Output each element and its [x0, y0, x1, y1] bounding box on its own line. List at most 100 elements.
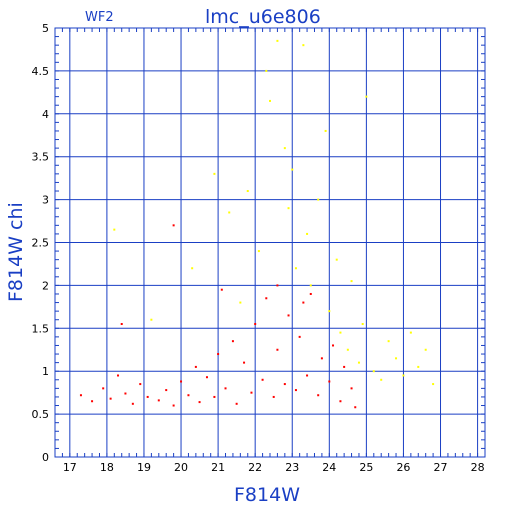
data-point — [117, 374, 120, 377]
data-point — [339, 331, 342, 334]
data-point — [309, 292, 312, 295]
data-point — [306, 232, 309, 235]
data-point — [409, 331, 412, 334]
data-point — [291, 168, 294, 171]
data-point — [194, 365, 197, 368]
data-point — [324, 129, 327, 132]
data-point — [306, 374, 309, 377]
data-point — [102, 387, 105, 390]
data-point — [317, 394, 320, 397]
data-point — [269, 99, 271, 102]
y-tick-label: 1.5 — [32, 322, 50, 335]
data-points — [79, 39, 435, 409]
data-point — [157, 399, 160, 402]
y-tick-label: 3 — [42, 194, 49, 207]
x-tick-label: 21 — [211, 461, 225, 474]
x-tick-label: 23 — [285, 461, 299, 474]
grid — [54, 27, 486, 458]
data-point — [276, 348, 279, 351]
data-point — [265, 297, 268, 300]
data-point — [350, 387, 353, 390]
data-point — [220, 288, 223, 291]
data-point — [139, 383, 142, 386]
data-point — [317, 198, 320, 201]
y-tick-label: 4.5 — [32, 65, 50, 78]
data-point — [205, 376, 208, 379]
data-point — [231, 340, 234, 343]
data-point — [357, 361, 360, 364]
data-point — [283, 383, 286, 386]
data-point — [172, 404, 175, 407]
data-point — [250, 391, 253, 394]
data-point — [165, 389, 168, 392]
data-point — [198, 401, 201, 404]
y-tick-labels: 0 0.5 1 1.5 2 2.5 3 3.5 4 4.5 5 — [32, 22, 50, 464]
x-tick-label: 24 — [322, 461, 336, 474]
data-point — [150, 318, 153, 321]
y-tick-label: 2 — [42, 279, 49, 292]
data-point — [432, 383, 435, 386]
data-point — [113, 228, 116, 231]
x-tick-label: 27 — [434, 461, 448, 474]
data-point — [120, 323, 123, 326]
data-point — [283, 147, 286, 150]
data-point — [257, 250, 260, 253]
data-point — [328, 380, 331, 383]
data-point — [246, 190, 249, 193]
data-point — [302, 301, 305, 304]
data-point — [261, 378, 264, 381]
data-point — [365, 95, 368, 98]
x-tick-label: 17 — [63, 461, 77, 474]
x-axis-label: F814W — [234, 484, 300, 506]
chart-title: lmc_u6e806 — [205, 6, 321, 28]
data-point — [294, 389, 297, 392]
data-point — [395, 357, 398, 360]
data-point — [180, 380, 183, 383]
data-point — [372, 370, 375, 373]
x-tick-label: 19 — [137, 461, 151, 474]
data-point — [402, 374, 405, 377]
data-point — [417, 365, 420, 368]
x-tick-label: 20 — [174, 461, 188, 474]
data-point — [235, 402, 238, 405]
x-tick-label: 22 — [248, 461, 262, 474]
data-point — [287, 207, 290, 210]
data-point — [294, 267, 297, 270]
data-point — [265, 69, 268, 72]
x-tick-labels: 17 18 19 20 21 22 23 24 25 26 27 28 — [63, 461, 485, 474]
data-point — [109, 397, 112, 400]
data-point — [298, 335, 301, 338]
data-point — [320, 357, 323, 360]
data-point — [346, 348, 349, 351]
data-point — [361, 323, 364, 326]
data-point — [217, 353, 220, 356]
plot-frame — [54, 27, 486, 458]
data-point — [124, 392, 127, 395]
data-point — [91, 400, 94, 403]
data-point — [387, 340, 390, 343]
data-point — [309, 284, 312, 287]
data-point — [276, 39, 279, 42]
data-point — [146, 395, 149, 398]
chart-subtitle: WF2 — [85, 10, 114, 25]
data-point — [254, 323, 257, 326]
data-point — [79, 394, 82, 397]
y-tick-label: 1 — [42, 365, 49, 378]
data-point — [131, 402, 134, 405]
y-tick-label: 2.5 — [32, 237, 50, 250]
x-tick-label: 28 — [471, 461, 485, 474]
y-tick-label: 0.5 — [32, 408, 50, 421]
data-point — [243, 361, 246, 364]
x-tick-label: 25 — [359, 461, 373, 474]
x-tick-label: 18 — [100, 461, 114, 474]
data-point — [302, 44, 305, 47]
data-point — [380, 378, 383, 381]
data-point — [328, 310, 331, 313]
data-point — [354, 406, 357, 409]
data-point — [272, 395, 275, 398]
y-tick-label: 4 — [42, 108, 49, 121]
data-point — [335, 258, 338, 261]
data-point — [276, 284, 279, 287]
x-tick-label: 26 — [396, 461, 410, 474]
